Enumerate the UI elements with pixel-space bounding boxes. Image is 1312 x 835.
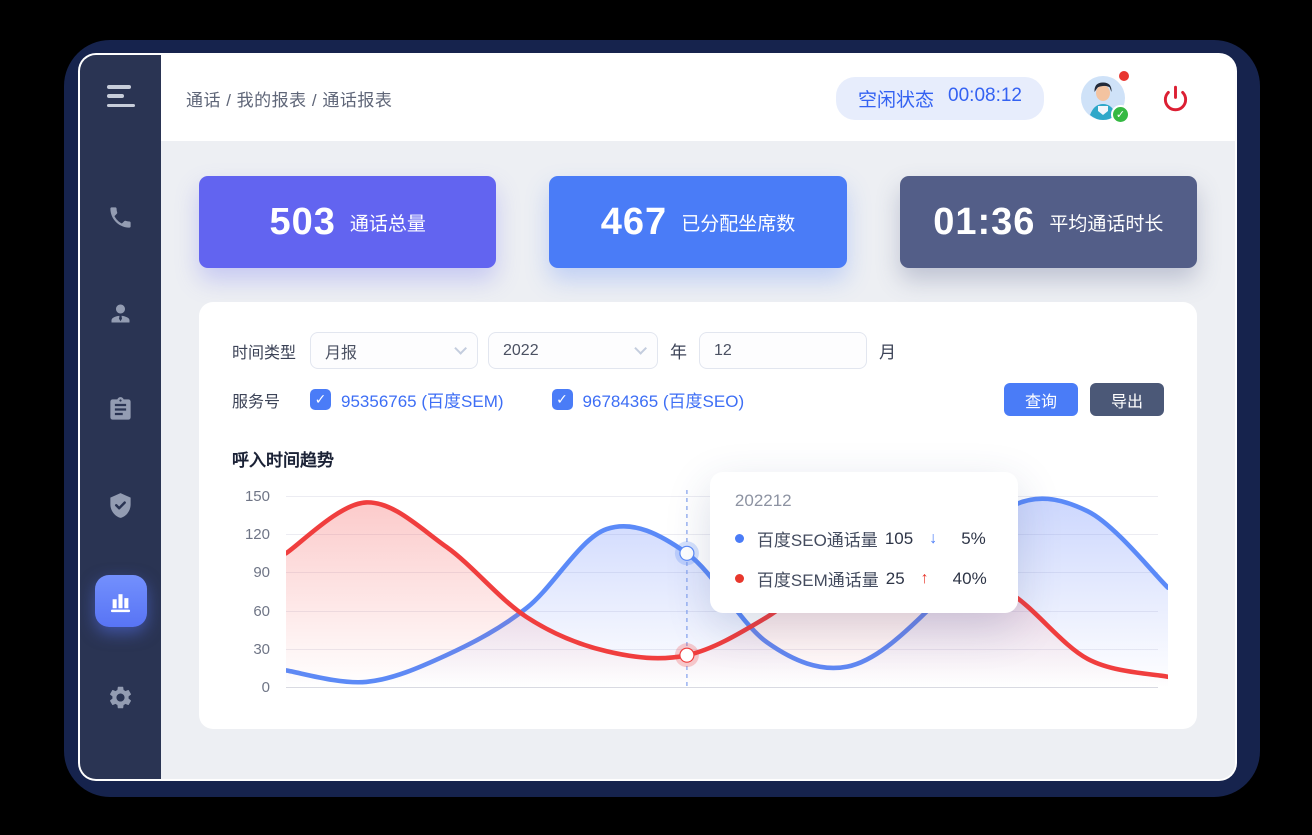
series-dot-icon xyxy=(734,534,744,543)
menu-icon[interactable] xyxy=(106,85,135,107)
gridline xyxy=(286,687,1158,688)
content-area: 503 通话总量 467 已分配坐席数 01:36 平均通话时长 时间类型 xyxy=(161,141,1235,779)
tooltip-series-value: 105 xyxy=(884,528,914,548)
chart-tooltip: 202212 百度SEO通话量 105 ↓ 5% 百度SEM通话量 25 xyxy=(709,472,1018,613)
report-icon xyxy=(110,396,131,420)
tooltip-series-pct: 40% xyxy=(952,568,987,588)
status-timer: 00:08:12 xyxy=(948,84,1022,106)
logout-button[interactable] xyxy=(1162,85,1189,112)
service-number-label: 服务号 xyxy=(232,393,281,411)
year-value: 2022 xyxy=(503,341,539,359)
stat-card-avg-duration: 01:36 平均通话时长 xyxy=(899,176,1197,268)
checkbox-checked-icon: ✓ xyxy=(551,389,573,410)
chart-title: 呼入时间趋势 xyxy=(232,451,334,470)
month-value: 12 xyxy=(714,341,732,359)
month-input[interactable]: 12 xyxy=(699,332,867,369)
arrow-up-icon: ↑ xyxy=(920,569,929,587)
gear-icon xyxy=(109,686,132,708)
year-select[interactable]: 2022 xyxy=(488,332,658,369)
tooltip-title: 202212 xyxy=(734,491,792,510)
sidebar-item-analytics[interactable] xyxy=(94,575,147,627)
service-checkbox-label: 96784365 (百度SEO) xyxy=(582,392,745,411)
stat-label: 已分配坐席数 xyxy=(681,213,796,235)
area-fill-1 xyxy=(286,502,1168,687)
tooltip-series-value: 25 xyxy=(885,568,905,588)
tooltip-row-seo: 百度SEO通话量 105 ↓ 5% xyxy=(734,526,993,551)
app-window: 通话 / 我的报表 / 通话报表 空闲状态 00:08:12 xyxy=(78,53,1237,781)
shield-check-icon xyxy=(110,492,131,518)
tooltip-series-pct: 5% xyxy=(961,528,986,548)
report-panel: 时间类型 月报 2022 年 12 月 xyxy=(199,302,1197,729)
time-type-value: 月报 xyxy=(325,344,358,362)
service-checkbox-sem[interactable]: ✓ 95356765 (百度SEM) xyxy=(310,387,504,412)
y-axis-tick-label: 30 xyxy=(253,640,270,658)
stat-card-total-calls: 503 通话总量 xyxy=(199,176,497,268)
time-type-label: 时间类型 xyxy=(232,344,297,362)
month-unit-label: 月 xyxy=(879,343,896,362)
sidebar-item-security[interactable] xyxy=(95,479,147,531)
y-axis-tick-label: 0 xyxy=(261,679,270,696)
phone-icon xyxy=(110,206,131,228)
top-header: 通话 / 我的报表 / 通话报表 空闲状态 00:08:12 xyxy=(161,55,1235,141)
y-axis-tick-label: 150 xyxy=(244,488,270,505)
hover-marker xyxy=(679,545,695,561)
stat-card-assigned-agents: 467 已分配坐席数 xyxy=(549,176,847,268)
power-icon xyxy=(1163,85,1188,111)
stat-value: 467 xyxy=(600,200,668,243)
status-label: 空闲状态 xyxy=(858,89,935,111)
y-axis-tick-label: 120 xyxy=(244,526,270,544)
avatar[interactable]: ✓ xyxy=(1080,71,1130,124)
query-button[interactable]: 查询 xyxy=(1003,383,1078,416)
stat-value: 503 xyxy=(269,200,336,243)
breadcrumb: 通话 / 我的报表 / 通话报表 xyxy=(186,90,393,110)
year-unit-label: 年 xyxy=(670,343,687,362)
line-chart[interactable]: 202212 百度SEO通话量 105 ↓ 5% 百度SEM通话量 25 xyxy=(232,472,1168,699)
arrow-down-icon: ↓ xyxy=(929,529,938,547)
y-axis-tick-label: 90 xyxy=(253,564,270,582)
stat-value: 01:36 xyxy=(933,200,1036,243)
sidebar-item-records[interactable] xyxy=(95,383,147,435)
time-type-select[interactable]: 月报 xyxy=(310,332,478,369)
chevron-down-icon xyxy=(634,342,647,355)
hover-marker xyxy=(679,647,695,663)
service-checkbox-label: 95356765 (百度SEM) xyxy=(341,392,504,411)
agent-icon xyxy=(111,304,130,322)
tooltip-series-name: 百度SEO通话量 xyxy=(756,531,878,550)
service-checkbox-seo[interactable]: ✓ 96784365 (百度SEO) xyxy=(551,387,745,412)
bar-chart-icon xyxy=(110,593,131,612)
stat-label: 平均通话时长 xyxy=(1049,213,1164,235)
tooltip-row-sem: 百度SEM通话量 25 ↑ 40% xyxy=(734,566,993,591)
sidebar-item-calls[interactable] xyxy=(95,191,147,243)
y-axis-tick-label: 60 xyxy=(253,602,270,620)
stat-label: 通话总量 xyxy=(349,213,426,235)
series-dot-icon xyxy=(734,574,744,583)
notification-dot-icon xyxy=(1119,71,1129,81)
checkbox-checked-icon: ✓ xyxy=(310,389,331,410)
export-button[interactable]: 导出 xyxy=(1089,383,1164,416)
sidebar-item-agents[interactable] xyxy=(95,287,147,339)
online-check-icon: ✓ xyxy=(1111,105,1130,124)
agent-status-pill[interactable]: 空闲状态 00:08:12 xyxy=(836,76,1044,120)
chevron-down-icon xyxy=(454,342,467,355)
sidebar-item-settings[interactable] xyxy=(95,671,147,723)
sidebar xyxy=(80,55,161,779)
tooltip-series-name: 百度SEM通话量 xyxy=(756,571,879,590)
